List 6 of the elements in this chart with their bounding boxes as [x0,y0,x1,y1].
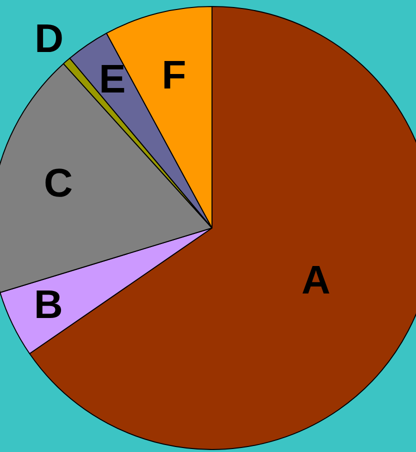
slice-label: C [44,161,73,206]
slice-label: E [99,57,126,102]
slice-label: F [162,54,186,98]
slice-label: D [34,16,64,61]
slice-label: A [301,258,330,303]
slice-label: B [34,282,63,327]
